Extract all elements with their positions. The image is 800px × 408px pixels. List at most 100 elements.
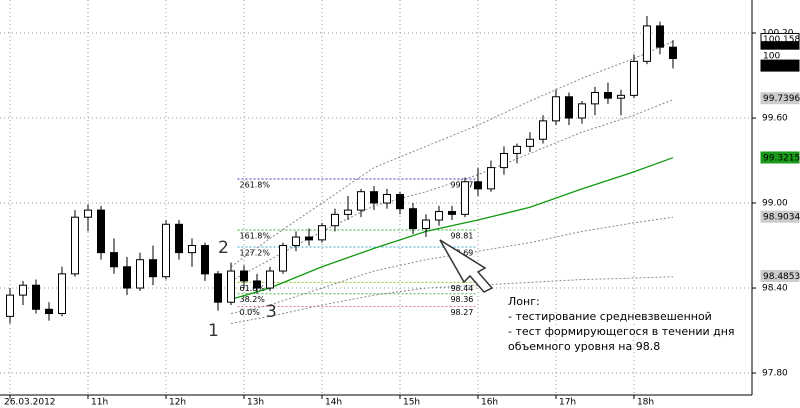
candle-body <box>252 280 261 289</box>
price-marker <box>760 151 800 164</box>
candle-body <box>395 194 404 210</box>
indicator-line <box>230 41 674 268</box>
indicator-line <box>230 157 674 300</box>
price-marker-label: 100 <box>763 43 780 53</box>
fib-price: 98.36 <box>450 295 473 304</box>
candle-body <box>538 120 547 140</box>
candle-body <box>642 25 651 62</box>
candle-body <box>200 245 209 275</box>
candle-body <box>174 223 183 254</box>
price-marker <box>760 59 800 72</box>
x-tick-label: 17h <box>559 398 576 408</box>
candle-body <box>330 213 339 227</box>
candle-body <box>551 96 560 122</box>
candle-body <box>71 216 80 275</box>
candle-body <box>278 245 287 272</box>
candle-body <box>564 96 573 119</box>
fib-label: 261.8% <box>239 180 270 189</box>
note-line: Лонг: <box>508 295 540 308</box>
x-tick-label: 14h <box>325 398 342 408</box>
price-marker <box>760 92 800 105</box>
fib-price: 98.27 <box>450 308 473 317</box>
point-label: 2 <box>218 238 229 258</box>
x-tick-label: 15h <box>403 398 420 408</box>
candle-body <box>97 209 106 254</box>
candle-body <box>421 219 430 230</box>
candle-body <box>58 273 67 315</box>
candle-body <box>161 223 170 278</box>
note-line: - тест формирующегося в течении дня <box>508 325 735 338</box>
price-marker-label: 99.7396 <box>763 94 800 104</box>
price-marker-label: 100 <box>763 62 780 72</box>
candle-body <box>356 191 365 211</box>
candle-body <box>447 211 456 215</box>
y-tick-label: 99.00 <box>762 199 788 209</box>
candle-body <box>655 25 664 48</box>
candle-body <box>317 225 326 241</box>
price-marker-label: 100.158 <box>763 35 800 45</box>
candle-body <box>590 92 599 105</box>
fib-label: 161.8% <box>239 231 270 240</box>
candle-body <box>45 308 54 315</box>
point-label: 3 <box>266 302 277 322</box>
axes: 97.8098.4099.0099.60100.2026.03.201211h1… <box>4 29 800 408</box>
note-line: - тестирование средневзвешенной <box>508 310 712 323</box>
candle-body <box>148 259 157 278</box>
fib-label: 38.2% <box>239 295 265 304</box>
candle-body <box>187 245 196 254</box>
x-tick-label: 18h <box>637 398 654 408</box>
candle-body <box>226 270 235 303</box>
price-marker-label: 100 <box>763 52 780 62</box>
candle-body <box>239 270 248 282</box>
plot: 261.8%99.17161.8%98.81127.2%98.6961.8%98… <box>6 16 677 324</box>
candle-body <box>84 209 93 218</box>
price-marker-label: 98.9034 <box>763 213 800 223</box>
candle-body <box>32 284 41 310</box>
indicator-line <box>230 99 674 282</box>
candle-body <box>486 167 495 190</box>
candle-body <box>525 138 534 147</box>
candle-body <box>629 60 638 96</box>
candle-body <box>213 273 222 303</box>
x-tick-label: 26.03.2012 <box>4 398 56 408</box>
fib-price: 98.44 <box>450 284 473 293</box>
candle-body <box>577 103 586 119</box>
candle-body <box>616 94 625 99</box>
candle-body <box>603 92 612 99</box>
x-tick-label: 11h <box>91 398 108 408</box>
y-tick-label: 97.80 <box>762 369 788 379</box>
candle-body <box>369 191 378 204</box>
candle-body <box>343 209 352 215</box>
candle-body <box>136 259 145 289</box>
candle-body <box>304 236 313 241</box>
price-marker <box>760 210 800 223</box>
candle-body <box>19 284 28 296</box>
fib-price: 98.81 <box>450 231 473 240</box>
price-marker-label: 99.3215 <box>763 153 800 163</box>
note-line: объемного уровня на 98.8 <box>508 340 660 353</box>
candle-body <box>265 270 274 289</box>
fib-label: 61.8% <box>239 284 265 293</box>
fib-label: 0.0% <box>239 308 260 317</box>
x-tick-label: 16h <box>481 398 498 408</box>
indicator-line <box>230 276 673 324</box>
price-marker-label: 98.4853 <box>763 272 800 282</box>
candle-body <box>6 294 15 317</box>
candle-body <box>408 208 417 230</box>
point-label: 1 <box>208 321 219 341</box>
candle-body <box>434 211 443 221</box>
candle-body <box>499 152 508 169</box>
candle-body <box>291 236 300 247</box>
candle-body <box>512 145 521 154</box>
candle-body <box>473 181 482 190</box>
price-marker <box>760 269 800 282</box>
candle-body <box>460 181 469 215</box>
candle-body <box>668 46 677 60</box>
x-tick-label: 13h <box>247 398 264 408</box>
y-tick-label: 98.40 <box>762 284 788 294</box>
y-tick-label: 99.60 <box>762 114 788 124</box>
candle-body <box>123 266 132 289</box>
x-tick-label: 12h <box>169 398 186 408</box>
candle-body <box>110 252 119 268</box>
